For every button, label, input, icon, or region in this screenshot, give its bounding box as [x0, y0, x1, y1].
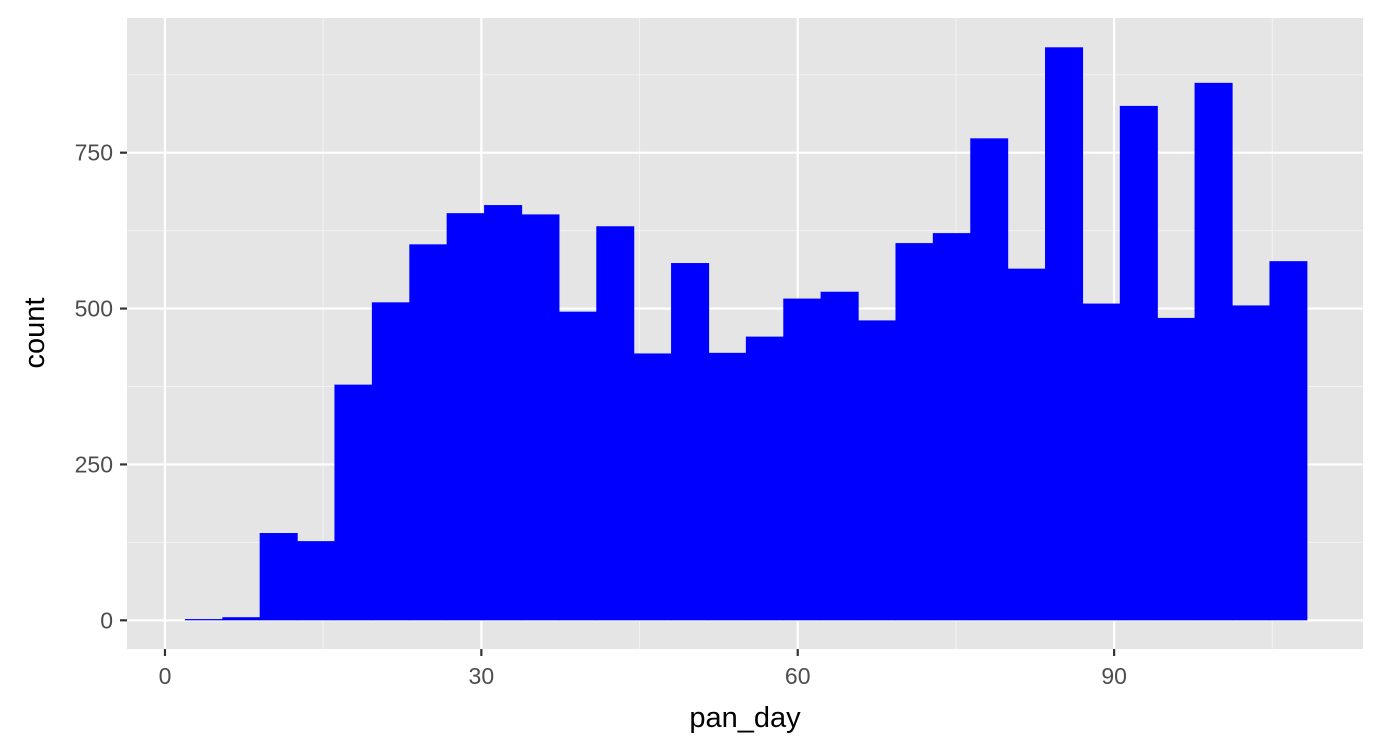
histogram-bar — [708, 352, 747, 621]
y-tick-label: 500 — [75, 296, 113, 322]
y-tick-label: 0 — [100, 607, 113, 633]
histogram-bar — [1232, 305, 1271, 621]
histogram-bar — [521, 214, 560, 621]
histogram-bar — [297, 541, 336, 621]
histogram-bar — [1007, 268, 1046, 621]
x-axis: 0 30 60 90 — [159, 649, 1127, 689]
histogram-bar — [446, 213, 485, 621]
x-axis-title: pan_day — [689, 702, 801, 734]
x-tick-label: 60 — [785, 663, 811, 689]
histogram-bar — [783, 298, 822, 621]
histogram-bar — [633, 353, 672, 621]
y-axis: 0 250 500 750 — [75, 140, 127, 633]
x-tick-label: 0 — [159, 663, 172, 689]
histogram-bar — [558, 311, 597, 621]
histogram-bar — [371, 302, 410, 621]
histogram-bar — [222, 617, 261, 621]
histogram-bar — [671, 263, 710, 621]
histogram-bar — [596, 226, 635, 621]
histogram-bar — [858, 320, 897, 621]
histogram-bar — [334, 384, 373, 621]
histogram-bar — [745, 336, 784, 621]
histogram-bar — [932, 233, 971, 621]
histogram-bar — [259, 533, 298, 621]
histogram-bar — [184, 619, 223, 621]
histogram-bar — [1194, 82, 1233, 621]
histogram-bar — [1157, 317, 1196, 621]
bars — [184, 47, 1308, 621]
y-axis-title: count — [19, 298, 51, 369]
x-tick-label: 90 — [1101, 663, 1127, 689]
histogram-bar — [1082, 303, 1121, 621]
x-tick-label: 30 — [469, 663, 495, 689]
histogram-bar — [1269, 261, 1308, 621]
histogram-bar — [1119, 105, 1158, 621]
histogram-bar — [970, 138, 1009, 621]
histogram-bar — [895, 243, 934, 621]
histogram-bar — [409, 244, 448, 621]
histogram-bar — [1045, 47, 1084, 621]
histogram-bar — [820, 291, 859, 621]
y-tick-label: 250 — [75, 451, 113, 477]
histogram-bar — [484, 205, 523, 621]
y-tick-label: 750 — [75, 140, 113, 166]
